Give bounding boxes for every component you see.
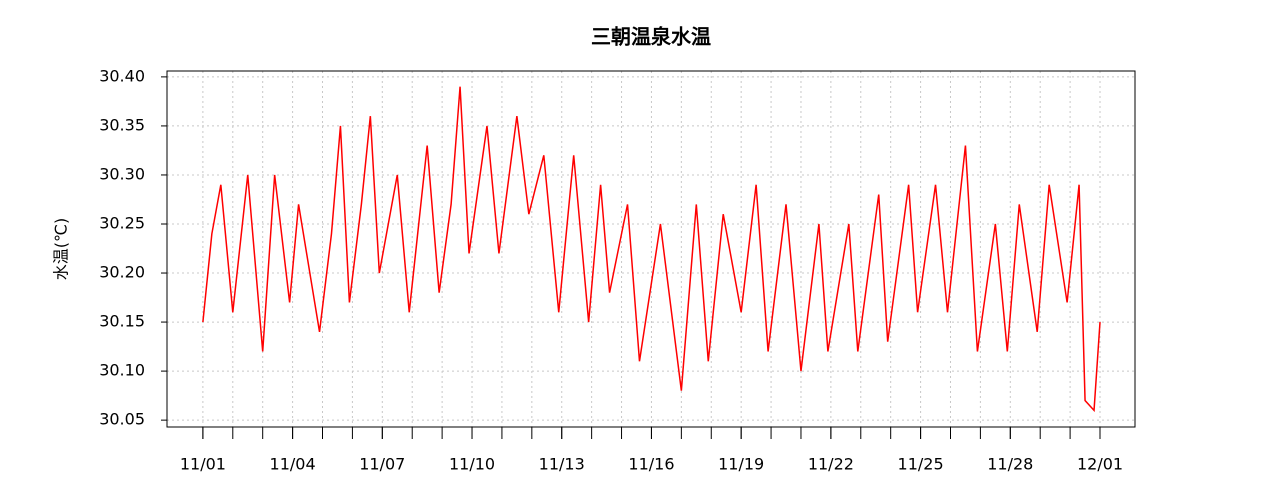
y-tick-label: 30.10 [99, 361, 145, 380]
plot-frame [166, 70, 1136, 428]
chart-title: 三朝温泉水温 [591, 25, 711, 49]
x-tick-label: 11/19 [718, 455, 764, 474]
y-tick-label: 30.30 [99, 164, 145, 183]
x-tick-label: 11/13 [539, 455, 585, 474]
x-tick-label: 11/01 [180, 455, 226, 474]
y-tick-label: 30.40 [99, 66, 145, 85]
y-tick-label: 30.20 [99, 263, 145, 282]
y-tick-label: 30.25 [99, 213, 145, 232]
x-tick-label: 11/10 [449, 455, 495, 474]
y-tick-label: 30.15 [99, 312, 145, 331]
x-tick-label: 11/28 [987, 455, 1033, 474]
data-line [202, 86, 1101, 413]
x-tick-label: 11/04 [270, 455, 316, 474]
x-tick-label: 11/22 [808, 455, 854, 474]
x-tick-label: 11/16 [628, 455, 674, 474]
y-tick-label: 30.35 [99, 115, 145, 134]
y-tick-label: 30.05 [99, 410, 145, 429]
x-tick-label: 12/01 [1077, 455, 1123, 474]
y-axis-label: 水温(℃) [52, 218, 71, 280]
x-tick-label: 11/25 [898, 455, 944, 474]
x-tick-label: 11/07 [359, 455, 405, 474]
